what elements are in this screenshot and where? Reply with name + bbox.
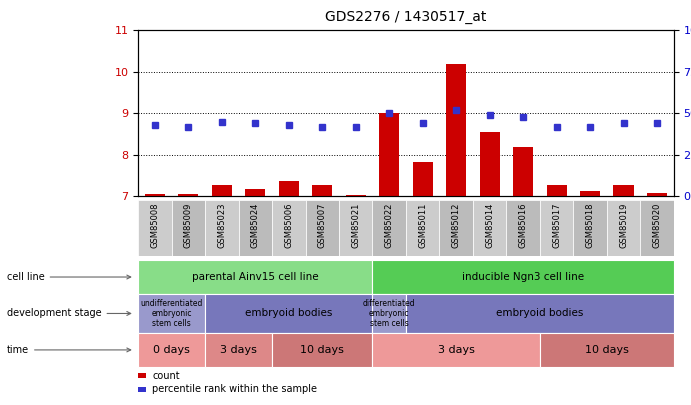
Bar [138, 373, 146, 378]
Bar [540, 200, 574, 256]
FancyBboxPatch shape [272, 333, 372, 367]
Text: differentiated
embryonic
stem cells: differentiated embryonic stem cells [363, 298, 415, 328]
FancyBboxPatch shape [138, 333, 205, 367]
Text: 10 days: 10 days [301, 345, 344, 355]
FancyBboxPatch shape [406, 294, 674, 333]
Text: GSM85021: GSM85021 [351, 202, 360, 247]
Text: inducible Ngn3 cell line: inducible Ngn3 cell line [462, 272, 584, 282]
Bar [346, 195, 366, 196]
Bar [647, 193, 667, 196]
Bar [212, 185, 232, 196]
Bar [439, 200, 473, 256]
Bar [312, 185, 332, 196]
Bar [607, 200, 641, 256]
Text: GSM85012: GSM85012 [452, 202, 461, 247]
Bar [641, 200, 674, 256]
Bar [178, 194, 198, 196]
FancyBboxPatch shape [372, 294, 406, 333]
Bar [238, 200, 272, 256]
FancyBboxPatch shape [372, 333, 540, 367]
FancyBboxPatch shape [205, 333, 272, 367]
Bar [372, 200, 406, 256]
Bar [547, 185, 567, 196]
Text: GSM85018: GSM85018 [585, 202, 594, 247]
FancyBboxPatch shape [540, 333, 674, 367]
Bar [245, 189, 265, 196]
Text: embryoid bodies: embryoid bodies [245, 309, 332, 318]
Text: GSM85023: GSM85023 [218, 202, 227, 247]
Text: GSM85020: GSM85020 [652, 202, 661, 247]
Bar [446, 64, 466, 196]
FancyBboxPatch shape [372, 260, 674, 294]
Bar [614, 185, 634, 196]
Bar [580, 191, 600, 196]
Bar [413, 162, 433, 196]
Bar [138, 387, 146, 392]
Bar [278, 181, 299, 196]
Text: development stage: development stage [7, 309, 131, 318]
Text: GSM85011: GSM85011 [418, 202, 427, 247]
Text: GSM85006: GSM85006 [284, 202, 293, 247]
Text: GSM85019: GSM85019 [619, 202, 628, 247]
Bar [507, 200, 540, 256]
Text: GSM85017: GSM85017 [552, 202, 561, 247]
Text: count: count [152, 371, 180, 381]
Text: 3 days: 3 days [437, 345, 475, 355]
Bar [406, 200, 439, 256]
Text: parental Ainv15 cell line: parental Ainv15 cell line [192, 272, 319, 282]
Text: embryoid bodies: embryoid bodies [496, 309, 583, 318]
Bar [205, 200, 238, 256]
Bar [272, 200, 305, 256]
Bar [339, 200, 372, 256]
Bar [145, 194, 165, 196]
Bar [574, 200, 607, 256]
FancyBboxPatch shape [205, 294, 372, 333]
Text: GDS2276 / 1430517_at: GDS2276 / 1430517_at [325, 10, 486, 24]
Bar [480, 132, 500, 196]
Text: GSM85009: GSM85009 [184, 202, 193, 247]
Bar [171, 200, 205, 256]
Text: percentile rank within the sample: percentile rank within the sample [152, 384, 317, 394]
Bar [513, 147, 533, 196]
Text: GSM85024: GSM85024 [251, 202, 260, 247]
Bar [473, 200, 507, 256]
Bar [305, 200, 339, 256]
Bar [138, 200, 171, 256]
Text: 0 days: 0 days [153, 345, 190, 355]
Text: undifferentiated
embryonic
stem cells: undifferentiated embryonic stem cells [140, 298, 203, 328]
Text: time: time [7, 345, 131, 355]
Text: GSM85016: GSM85016 [519, 202, 528, 247]
FancyBboxPatch shape [138, 260, 372, 294]
Text: cell line: cell line [7, 272, 131, 282]
Text: GSM85022: GSM85022 [385, 202, 394, 247]
Text: GSM85014: GSM85014 [485, 202, 494, 247]
Text: GSM85007: GSM85007 [318, 202, 327, 247]
Bar [379, 113, 399, 196]
Text: 10 days: 10 days [585, 345, 629, 355]
Text: GSM85008: GSM85008 [151, 202, 160, 247]
FancyBboxPatch shape [138, 294, 205, 333]
Text: 3 days: 3 days [220, 345, 257, 355]
